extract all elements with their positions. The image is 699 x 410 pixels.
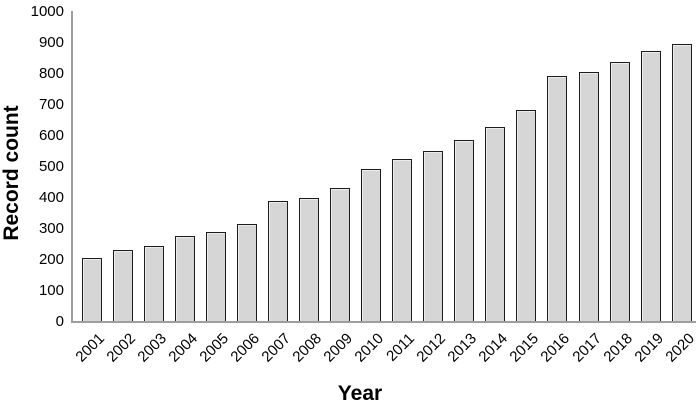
x-axis-line [71, 321, 696, 323]
x-tick-label-2005: 2005 [196, 330, 232, 366]
bar-2019 [640, 51, 661, 322]
bar-2001 [81, 258, 102, 322]
bar-2005 [205, 232, 226, 322]
y-tick-label-400: 400 [38, 189, 64, 206]
x-tick-label-2003: 2003 [134, 330, 170, 366]
bar-2012 [423, 151, 444, 322]
x-axis-title: Year [337, 382, 383, 405]
bar-2007 [268, 201, 288, 322]
x-tick-label-2017: 2017 [568, 330, 605, 366]
bar-2010 [361, 169, 382, 322]
y-tick-label-0: 0 [55, 313, 64, 330]
x-tick-label-2002: 2002 [103, 330, 139, 366]
x-tick-label-2020: 2020 [662, 330, 698, 366]
x-tick-label-2007: 2007 [258, 330, 295, 366]
bar-2002 [112, 250, 133, 322]
bar-2014 [485, 127, 506, 322]
x-tick-label-2012: 2012 [413, 330, 450, 366]
x-tick-label-2015: 2015 [506, 330, 543, 366]
x-tick-label-2001: 2001 [72, 330, 108, 366]
x-tick-label-2014: 2014 [475, 330, 512, 366]
bar-2008 [299, 198, 320, 322]
bar-2013 [454, 140, 475, 322]
y-tick-label-900: 900 [38, 34, 64, 51]
x-tick-label-2011: 2011 [383, 330, 419, 365]
x-tick-label-2009: 2009 [320, 330, 357, 366]
bar-2011 [392, 159, 413, 322]
y-tick-label-100: 100 [38, 282, 64, 299]
x-tick-label-2006: 2006 [227, 330, 263, 366]
x-tick-label-2018: 2018 [599, 330, 636, 366]
bar-2020 [671, 44, 692, 322]
y-tick-label-800: 800 [38, 65, 64, 82]
x-tick-label-2010: 2010 [351, 330, 388, 366]
x-tick-label-2008: 2008 [289, 330, 326, 366]
y-tick-label-500: 500 [38, 158, 64, 175]
bar-2015 [516, 110, 537, 322]
y-tick-label-200: 200 [38, 251, 64, 268]
y-tick-label-700: 700 [38, 96, 64, 113]
x-tick-label-2004: 2004 [165, 330, 201, 366]
x-tick-label-2013: 2013 [444, 330, 481, 366]
bar-2003 [143, 246, 164, 322]
y-tick-label-1000: 1000 [30, 3, 64, 20]
bar-2009 [330, 188, 351, 322]
y-tick-label-300: 300 [38, 220, 64, 237]
bar-2018 [609, 62, 630, 322]
bar-2006 [236, 224, 257, 322]
y-axis-line [71, 11, 73, 323]
bar-2004 [174, 236, 195, 322]
y-tick-label-600: 600 [38, 127, 64, 144]
bar-2017 [578, 72, 599, 322]
bar-2016 [547, 76, 568, 322]
x-tick-label-2019: 2019 [630, 330, 667, 366]
x-tick-label-2016: 2016 [537, 330, 574, 366]
